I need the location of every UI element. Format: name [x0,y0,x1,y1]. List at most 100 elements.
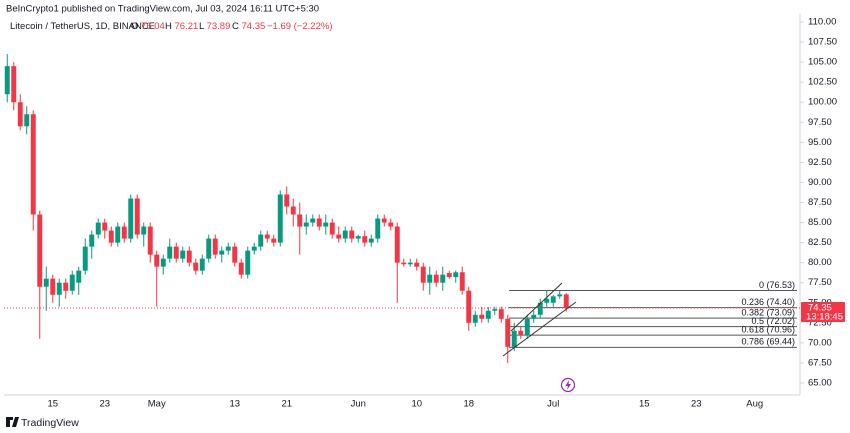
candle-body [238,262,244,275]
publisher-line: BeInCrypto1 published on TradingView.com… [6,4,319,15]
candle-body [141,226,147,235]
event-icon-bolt [565,380,571,390]
candle-body [284,194,290,207]
candle-body [518,330,524,335]
candle-body [121,226,127,239]
y-tick-label: 85.00 [808,217,832,228]
candle-body [82,246,88,271]
fib-label: 0 (76.53) [759,280,795,290]
candle-body [316,218,322,227]
x-tick-label: 23 [691,399,702,410]
candle-body [550,296,556,303]
y-tick-label: 97.50 [808,117,832,128]
candle-body [362,236,368,243]
legend-label: H [165,21,172,32]
candle-body [505,318,511,347]
candle-body [180,250,186,259]
candle-body [154,254,160,267]
legend-label: O [131,21,138,32]
candle-body [492,309,498,311]
candle-body [381,218,387,223]
legend-label: C [232,21,239,32]
y-tick-label: 72.50 [808,317,832,328]
candle-body [69,274,75,291]
channel-line [502,301,577,357]
candle-body [193,262,199,271]
fib-label: 0.5 (72.02) [751,316,795,326]
y-tick-label: 65.00 [808,377,832,388]
candle-body [498,309,504,319]
x-tick-label: 10 [411,399,422,410]
candle-body [453,272,459,278]
candle-body [173,246,179,259]
candle-body [219,250,225,255]
candle-body [459,272,465,291]
brand-name: TradingView [21,417,79,429]
candle-body [95,222,101,235]
y-tick-label: 82.50 [808,237,832,248]
candle-body [297,214,303,227]
price-box [801,301,845,322]
candle-body [89,234,95,247]
candle-body [544,298,550,303]
candle-body [212,238,218,255]
candle-body [63,282,69,291]
candle-body [336,234,342,239]
candle-body [225,246,231,251]
candle-body [401,262,407,265]
candle-body [4,66,10,95]
symbol: Litecoin / TetherUS, 1D, BINANCE [10,21,155,32]
y-tick-label: 67.50 [808,357,832,368]
y-tick-label: 77.50 [808,277,832,288]
candle-body [199,258,205,271]
x-tick-label: 23 [99,399,110,410]
fib-label: 0.236 (74.40) [741,297,795,307]
legend-value: 73.89 [207,21,231,32]
legend-change: −1.69 (−2.22%) [267,21,333,32]
y-tick-label: 70.00 [808,337,832,348]
candle-body [134,198,140,235]
candle-body [524,318,530,335]
candle-body [37,214,43,287]
candle-body [446,273,452,278]
x-tick-label: May [148,399,166,410]
candle-body [563,294,569,308]
candle-body [511,330,517,347]
candle-body [206,238,212,259]
x-tick-label: Jul [547,399,559,410]
x-tick-label: 13 [229,399,240,410]
candle-body [323,222,329,227]
fib-label: 0.382 (73.09) [741,307,795,317]
candle-body [420,266,426,283]
candle-body [310,218,316,223]
candle-body [147,226,153,255]
y-tick-label: 107.50 [808,37,837,48]
candle-body [24,114,30,127]
brand-logo [6,417,19,427]
x-tick-label: 15 [47,399,58,410]
candle-body [303,222,309,227]
candle-body [258,234,264,247]
legend-value: 76.04 [141,21,165,32]
fib-label: 0.618 (70.96) [741,325,795,335]
candle-body [375,218,381,239]
candle-body [414,262,420,267]
legend-value: 76.21 [175,21,199,32]
candle-body [56,282,62,295]
candle-body [43,278,49,287]
candle-body [108,230,114,243]
x-tick-label: 21 [281,399,292,410]
candle-body [128,198,134,239]
candle-body [115,226,121,243]
candle-body [264,234,270,239]
x-tick-label: Jun [351,399,366,410]
legend-label: L [199,21,204,32]
candle-body [76,270,82,283]
countdown: 13:18:45 [806,311,843,322]
candle-body [102,222,108,231]
candle-body [485,310,491,319]
candle-body [466,290,472,323]
candle-body [440,274,446,283]
